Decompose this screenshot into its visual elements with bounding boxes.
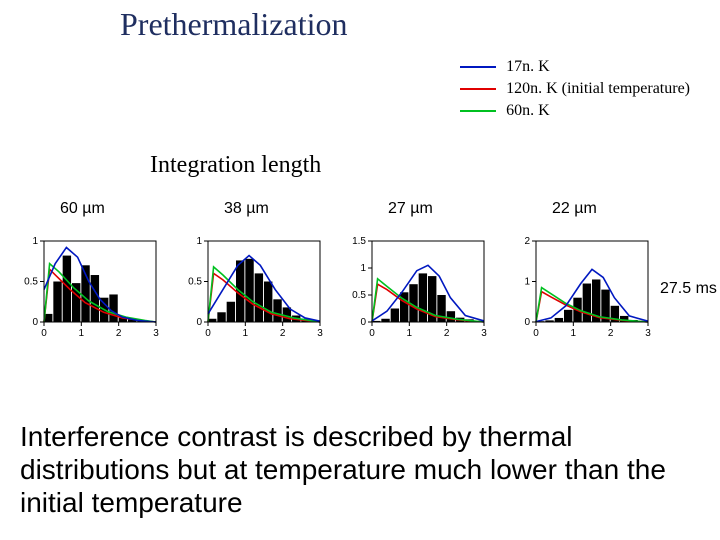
legend: 17n. K 120n. K (initial temperature) 60n. … bbox=[460, 56, 690, 122]
svg-text:0: 0 bbox=[196, 317, 202, 328]
charts-row: 0 1 2 3 0 0.5 1 0 1 2 3 0 0.5 1 0 1 2 3 0 0.5 1 1.5 0 1 2 3 0 1 2 bbox=[20, 235, 652, 340]
svg-text:3: 3 bbox=[645, 328, 651, 339]
svg-text:2: 2 bbox=[280, 328, 286, 339]
svg-text:1.5: 1.5 bbox=[352, 236, 366, 247]
legend-item: 60n. K bbox=[460, 100, 690, 122]
svg-text:1: 1 bbox=[524, 277, 530, 288]
svg-text:1: 1 bbox=[32, 236, 38, 247]
time-label: 27.5 ms bbox=[660, 280, 717, 298]
svg-text:0.5: 0.5 bbox=[352, 290, 366, 301]
legend-label: 17n. K bbox=[506, 58, 550, 76]
body-text: Interference contrast is described by th… bbox=[20, 420, 680, 519]
legend-item: 17n. K bbox=[460, 56, 690, 78]
svg-text:0: 0 bbox=[205, 328, 211, 339]
panel-length-label: 38 µm bbox=[224, 200, 269, 218]
svg-text:1: 1 bbox=[243, 328, 249, 339]
svg-text:0: 0 bbox=[360, 317, 366, 328]
svg-text:1: 1 bbox=[571, 328, 577, 339]
svg-text:1: 1 bbox=[360, 263, 366, 274]
chart-panel: 0 1 2 3 0 0.5 1 1.5 bbox=[348, 235, 488, 340]
chart-panel: 0 1 2 3 0 0.5 1 bbox=[184, 235, 324, 340]
legend-item: 120n. K (initial temperature) bbox=[460, 78, 690, 100]
svg-text:2: 2 bbox=[524, 236, 530, 247]
legend-label: 120n. K (initial temperature) bbox=[506, 80, 690, 98]
legend-label: 60n. K bbox=[506, 102, 550, 120]
svg-text:2: 2 bbox=[608, 328, 614, 339]
panel-length-label: 27 µm bbox=[388, 200, 433, 218]
svg-text:0: 0 bbox=[369, 328, 375, 339]
svg-text:0: 0 bbox=[41, 328, 47, 339]
svg-text:0.5: 0.5 bbox=[188, 277, 202, 288]
svg-text:0: 0 bbox=[524, 317, 530, 328]
panel-length-label: 22 µm bbox=[552, 200, 597, 218]
svg-text:1: 1 bbox=[79, 328, 85, 339]
legend-swatch bbox=[460, 110, 496, 112]
legend-swatch bbox=[460, 66, 496, 68]
svg-text:3: 3 bbox=[153, 328, 159, 339]
integration-length-label: Integration length bbox=[150, 152, 321, 179]
svg-text:3: 3 bbox=[317, 328, 323, 339]
svg-text:3: 3 bbox=[481, 328, 487, 339]
svg-text:1: 1 bbox=[196, 236, 202, 247]
svg-text:0: 0 bbox=[533, 328, 539, 339]
chart-panel: 0 1 2 3 0 0.5 1 bbox=[20, 235, 160, 340]
svg-text:0: 0 bbox=[32, 317, 38, 328]
svg-text:1: 1 bbox=[407, 328, 413, 339]
panel-length-label: 60 µm bbox=[60, 200, 105, 218]
legend-swatch bbox=[460, 88, 496, 90]
svg-text:0.5: 0.5 bbox=[24, 277, 38, 288]
chart-panel: 0 1 2 3 0 1 2 bbox=[512, 235, 652, 340]
svg-text:2: 2 bbox=[116, 328, 122, 339]
slide-title: Prethermalization bbox=[120, 6, 347, 43]
svg-text:2: 2 bbox=[444, 328, 450, 339]
